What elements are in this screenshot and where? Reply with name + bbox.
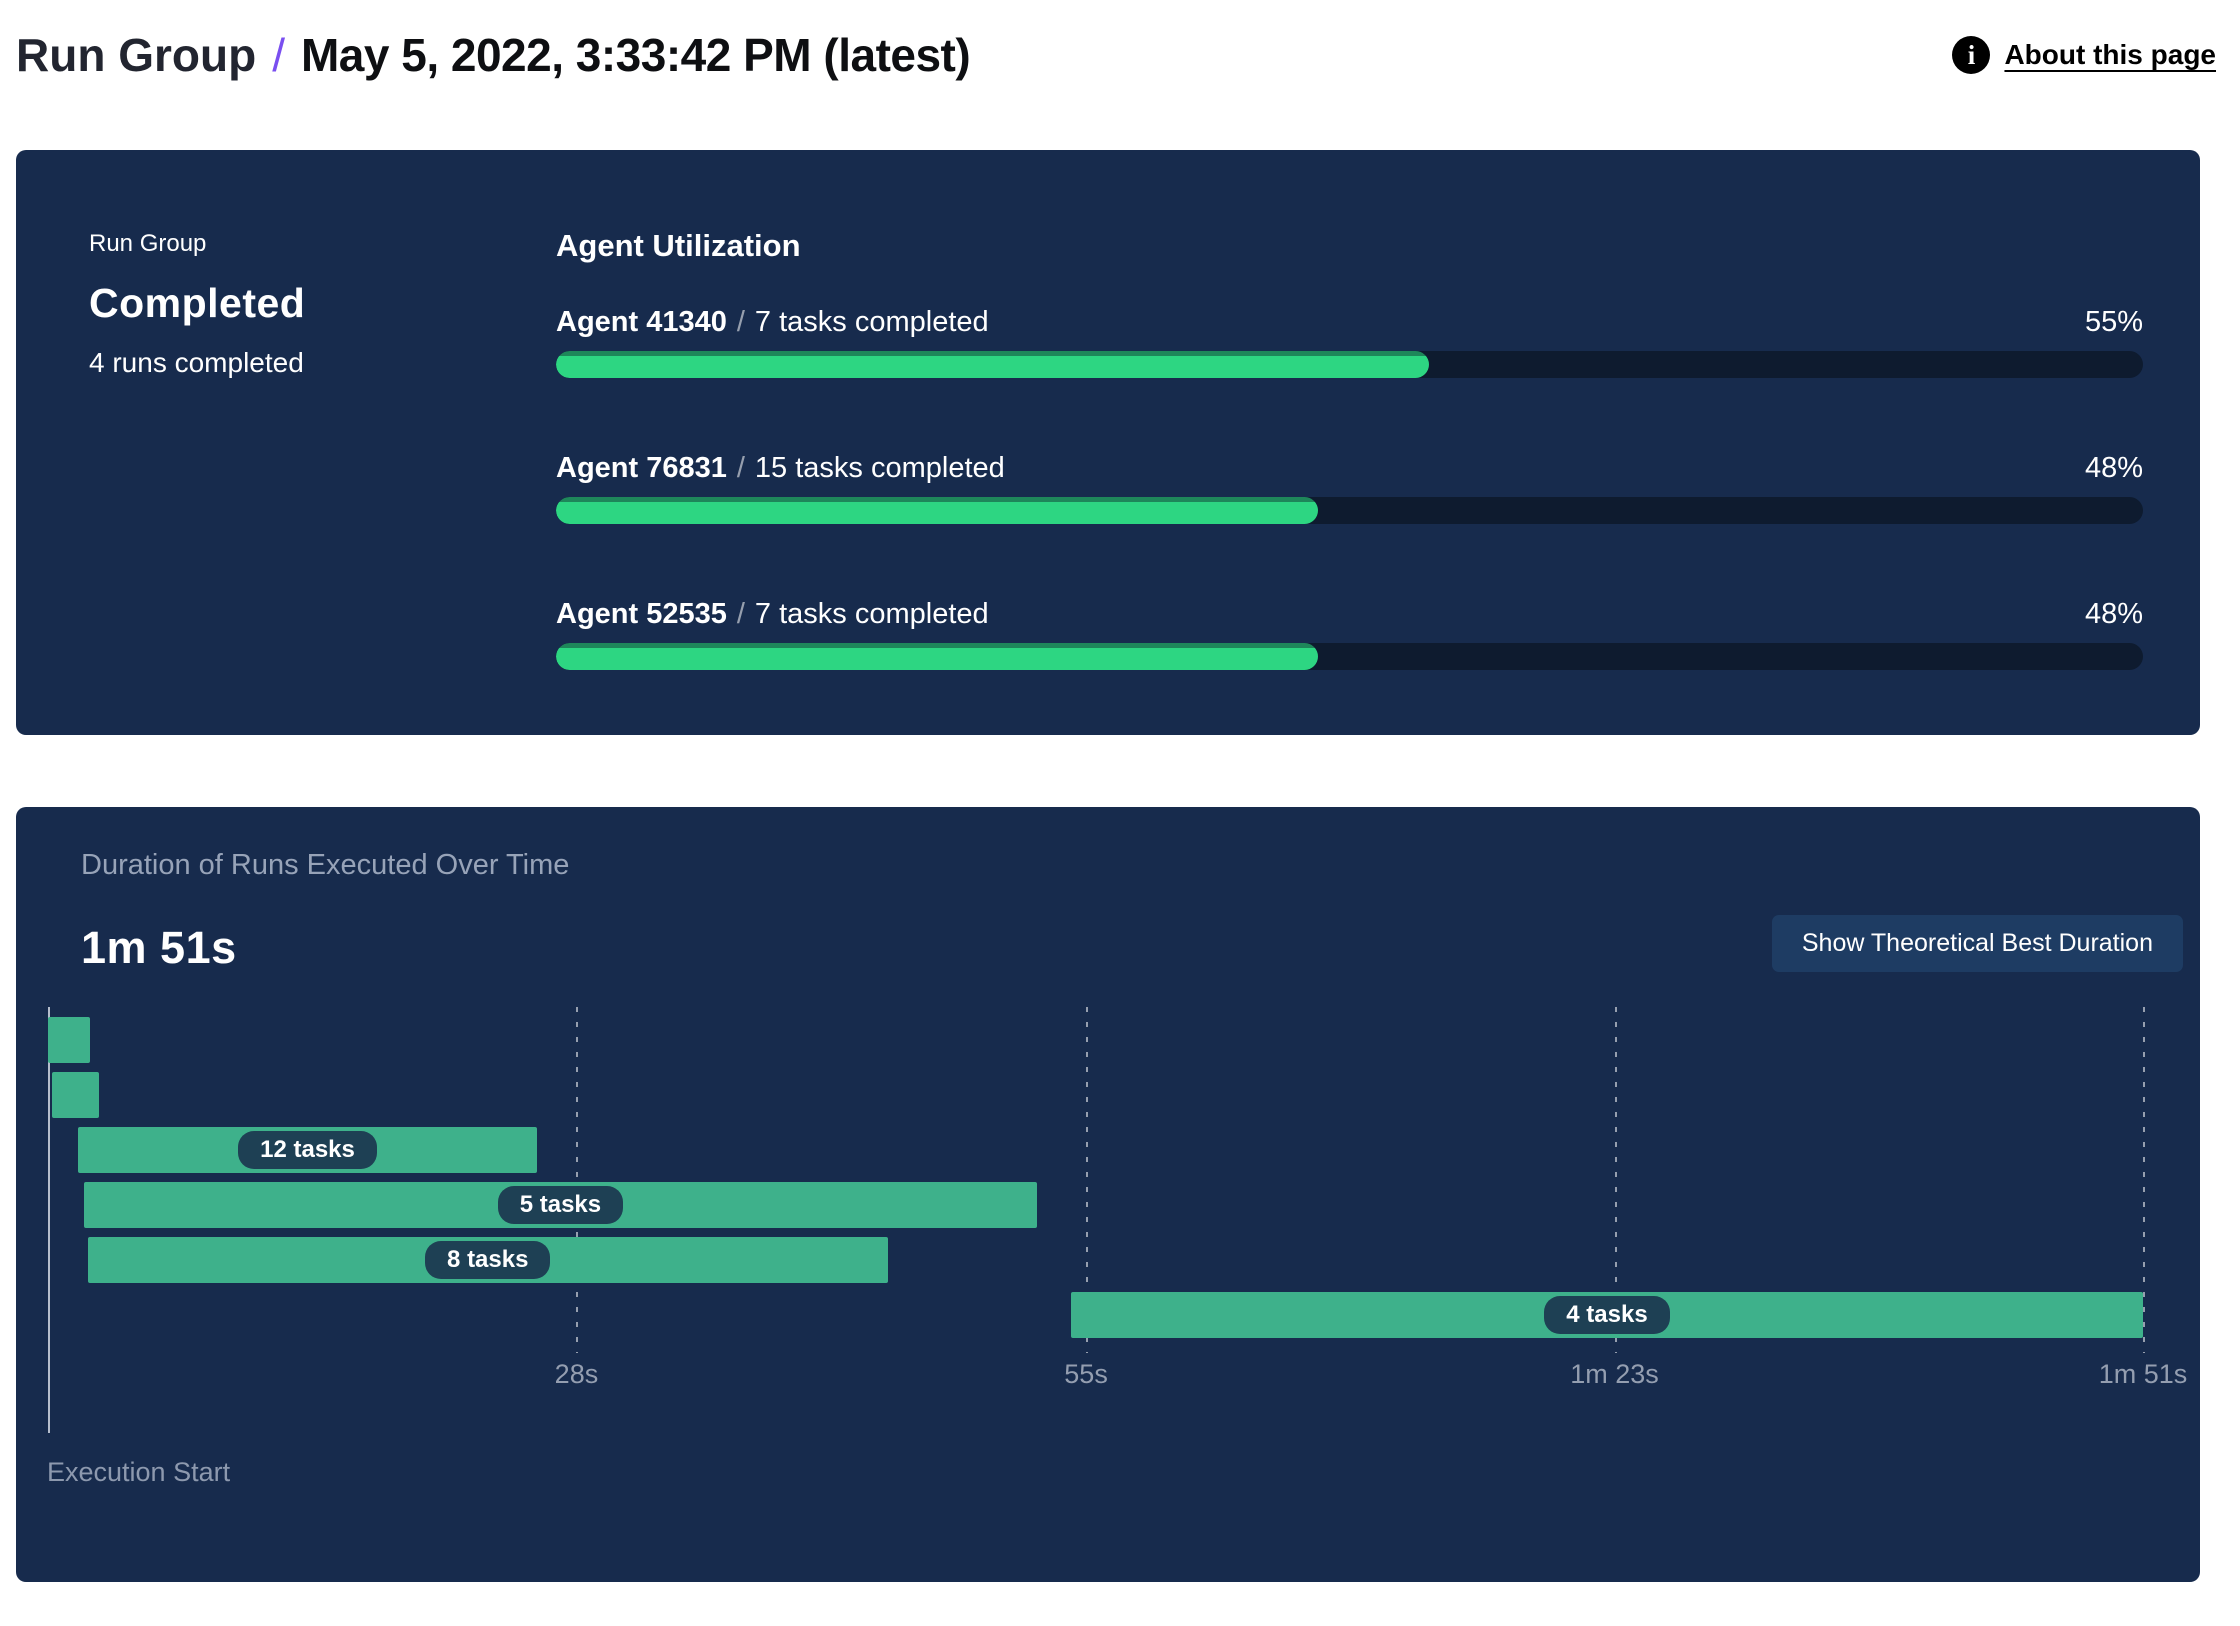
- gantt-chart: 12 tasks 5 tasks 8 tasks 4 tasks 28s 55s 1m 2…: [47, 1007, 2200, 1507]
- run-bar[interactable]: 8 tasks: [87, 1237, 888, 1283]
- utilization-bar-track: [556, 643, 2143, 670]
- run-bar[interactable]: 4 tasks: [1070, 1292, 2143, 1338]
- duration-summary: Duration of Runs Executed Over Time 1m 5…: [81, 849, 569, 974]
- breadcrumb-separator: /: [272, 28, 285, 81]
- run-group-status-block: Run Group Completed 4 runs completed: [16, 150, 556, 735]
- gridline: [1086, 1007, 1089, 1353]
- agent-row-label: Agent 76831 / 15 tasks completed 48%: [556, 452, 2143, 485]
- breadcrumb-run-group[interactable]: Run Group: [16, 28, 257, 81]
- page-header: Run Group / May 5, 2022, 3:33:42 PM (lat…: [16, 10, 2216, 100]
- utilization-bar-track: [556, 497, 2143, 524]
- utilization-bar-fill: [556, 497, 1318, 524]
- execution-start-label: Execution Start: [47, 1457, 231, 1487]
- gridline: [576, 1007, 579, 1353]
- agent-tasks-completed: 15 tasks completed: [754, 452, 1005, 484]
- agent-row: Agent 76831 / 15 tasks completed 48%: [556, 452, 2143, 524]
- axis-tick-label: 55s: [1064, 1359, 1108, 1389]
- tasks-count-pill: 4 tasks: [1544, 1296, 1670, 1334]
- execution-start-axis-line: [48, 1007, 50, 1433]
- tasks-count-pill: 8 tasks: [425, 1241, 551, 1279]
- info-icon: i: [1952, 36, 1991, 74]
- duration-panel-header: Duration of Runs Executed Over Time 1m 5…: [16, 807, 2200, 974]
- agent-name: Agent 52535: [556, 598, 727, 630]
- agent-tasks-completed: 7 tasks completed: [754, 306, 989, 338]
- about-this-page-link[interactable]: i About this page: [1952, 36, 2216, 74]
- agent-name: Agent 41340: [556, 306, 727, 338]
- agent-row-label: Agent 52535 / 7 tasks completed 48%: [556, 598, 2143, 631]
- runs-completed-text: 4 runs completed: [89, 347, 304, 378]
- show-theoretical-best-duration-button[interactable]: Show Theoretical Best Duration: [1771, 915, 2183, 972]
- gridline: [2143, 1007, 2145, 1353]
- run-group-label: Run Group: [89, 230, 207, 257]
- agent-tasks-completed: 7 tasks completed: [754, 598, 989, 630]
- agent-label-separator: /: [736, 452, 745, 484]
- page-title: May 5, 2022, 3:33:42 PM (latest): [300, 28, 971, 81]
- run-bar[interactable]: [48, 1017, 90, 1063]
- duration-subtitle: Duration of Runs Executed Over Time: [81, 849, 570, 881]
- about-link-label: About this page: [2004, 39, 2216, 70]
- agent-utilization-percent: 48%: [2084, 598, 2143, 630]
- agent-row-label: Agent 41340 / 7 tasks completed 55%: [556, 306, 2143, 339]
- agent-row: Agent 52535 / 7 tasks completed 48%: [556, 598, 2143, 670]
- agent-utilization-percent: 55%: [2084, 306, 2143, 338]
- status-text: Completed: [89, 280, 306, 326]
- utilization-bar-track: [556, 351, 2143, 378]
- run-bar[interactable]: 12 tasks: [78, 1127, 537, 1173]
- utilization-bar-fill: [556, 351, 1429, 378]
- axis-tick-label: 1m 51s: [2098, 1359, 2188, 1389]
- run-bar[interactable]: 5 tasks: [83, 1182, 1037, 1228]
- agent-label-separator: /: [736, 598, 745, 630]
- agent-utilization-title: Agent Utilization: [556, 228, 801, 263]
- agent-rows: Agent 41340 / 7 tasks completed 55% Agent 76…: [556, 306, 2143, 670]
- duration-panel: Duration of Runs Executed Over Time 1m 5…: [16, 807, 2200, 1582]
- run-group-summary-panel: Run Group Completed 4 runs completed Age…: [16, 150, 2200, 735]
- axis-tick-label: 28s: [554, 1359, 599, 1389]
- agent-label-separator: /: [736, 306, 745, 338]
- axis-tick-label: 1m 23s: [1570, 1359, 1659, 1389]
- utilization-bar-fill: [556, 643, 1318, 670]
- agent-name: Agent 76831: [556, 452, 727, 484]
- run-bar[interactable]: [51, 1072, 99, 1118]
- gridline: [1614, 1007, 1617, 1353]
- agent-utilization-section: Agent Utilization Agent 41340 / 7 tasks co…: [556, 150, 2200, 735]
- total-duration: 1m 51s: [81, 922, 237, 973]
- breadcrumb: Run Group / May 5, 2022, 3:33:42 PM (lat…: [16, 28, 971, 82]
- tasks-count-pill: 5 tasks: [497, 1186, 624, 1224]
- tasks-count-pill: 12 tasks: [238, 1131, 377, 1169]
- agent-row: Agent 41340 / 7 tasks completed 55%: [556, 306, 2143, 378]
- agent-utilization-percent: 48%: [2084, 452, 2143, 484]
